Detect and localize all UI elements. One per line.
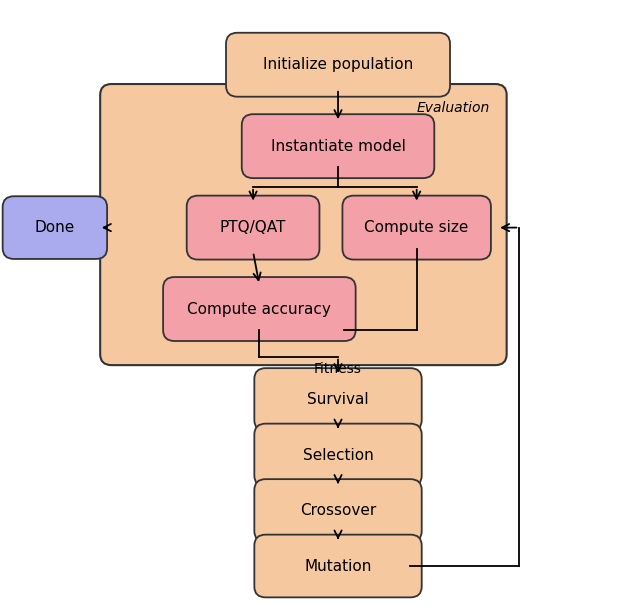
FancyBboxPatch shape [242,114,434,178]
Text: Mutation: Mutation [305,559,372,573]
Text: Instantiate model: Instantiate model [270,139,406,154]
Text: Compute size: Compute size [365,220,469,235]
Text: Fitness: Fitness [314,362,362,376]
Text: Evaluation: Evaluation [417,101,490,115]
FancyBboxPatch shape [254,424,422,487]
Text: Survival: Survival [307,392,369,407]
Text: PTQ/QAT: PTQ/QAT [220,220,286,235]
Text: Initialize population: Initialize population [263,57,413,72]
Text: Crossover: Crossover [300,503,376,518]
Text: Done: Done [35,220,75,235]
FancyBboxPatch shape [3,196,107,259]
FancyBboxPatch shape [254,368,422,431]
FancyBboxPatch shape [343,196,491,259]
FancyBboxPatch shape [254,534,422,598]
FancyBboxPatch shape [254,479,422,542]
FancyBboxPatch shape [226,33,450,97]
Text: Compute accuracy: Compute accuracy [188,302,331,316]
FancyBboxPatch shape [163,277,356,341]
FancyBboxPatch shape [186,196,319,259]
Text: Selection: Selection [303,447,374,462]
FancyBboxPatch shape [100,84,507,365]
